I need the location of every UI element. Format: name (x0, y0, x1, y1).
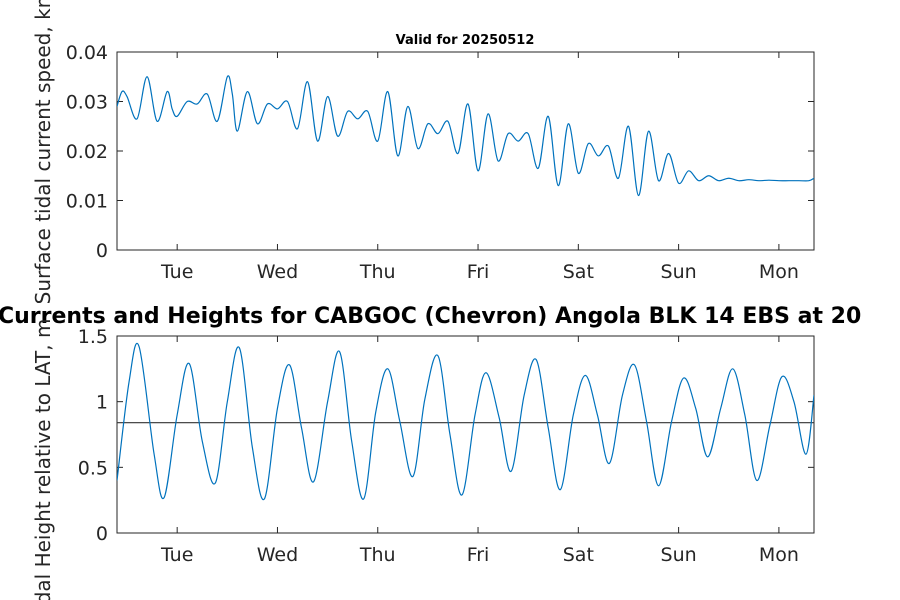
top-ytick-label: 0.03 (66, 92, 108, 114)
top-ytick-label: 0.01 (66, 191, 108, 213)
bottom-ytick-label: 0.5 (78, 457, 108, 479)
bottom-xtick-label: Wed (257, 544, 298, 566)
top-xtick-label: Sun (661, 261, 697, 283)
top-plot-area (116, 51, 815, 251)
top-chart: 0 0.01 0.02 0.03 0.04 Tue Wed Thu Fri Sat Sun Mon V… (31, 0, 815, 304)
bottom-ylabel: Tidal Height relative to LAT, m (31, 319, 55, 600)
main-title: Currents and Heights for CABGOC (Chevron… (0, 304, 861, 329)
bottom-ytick-label: 1 (96, 392, 108, 414)
top-ytick-label: 0.02 (66, 141, 108, 163)
bottom-ytick-label: 0 (96, 523, 108, 545)
top-xtick-label: Fri (467, 261, 490, 283)
top-ytick-label: 0 (96, 240, 108, 262)
bottom-ytick-label: 1.5 (78, 326, 108, 348)
top-xtick-label: Tue (160, 261, 193, 283)
top-subtitle: Valid for 20250512 (396, 33, 535, 48)
bottom-chart: 0 0.5 1 1.5 Tue Wed Thu Fri Sat Sun Mon Currents a… (0, 304, 861, 600)
top-ticks: 0 0.01 0.02 0.03 0.04 Tue Wed Thu Fri Sat Sun Mon (66, 42, 814, 283)
bottom-ticks: 0 0.5 1 1.5 Tue Wed Thu Fri Sat Sun Mon (78, 326, 814, 566)
bottom-xtick-label: Thu (359, 544, 396, 566)
top-ytick-label: 0.04 (66, 42, 108, 64)
bottom-plot-area (116, 335, 815, 534)
top-xtick-label: Sat (563, 261, 594, 283)
top-xtick-label: Wed (257, 261, 298, 283)
top-ylabel: Surface tidal current speed, kn (31, 0, 55, 304)
bottom-xtick-label: Mon (759, 544, 799, 566)
tidal-height-line (117, 343, 814, 501)
bottom-xtick-label: Sun (661, 544, 697, 566)
top-xtick-label: Thu (359, 261, 396, 283)
bottom-xtick-label: Sat (563, 544, 594, 566)
bottom-xtick-label: Tue (160, 544, 193, 566)
bottom-xtick-label: Fri (467, 544, 490, 566)
top-xtick-label: Mon (759, 261, 799, 283)
current-speed-line (117, 75, 814, 197)
